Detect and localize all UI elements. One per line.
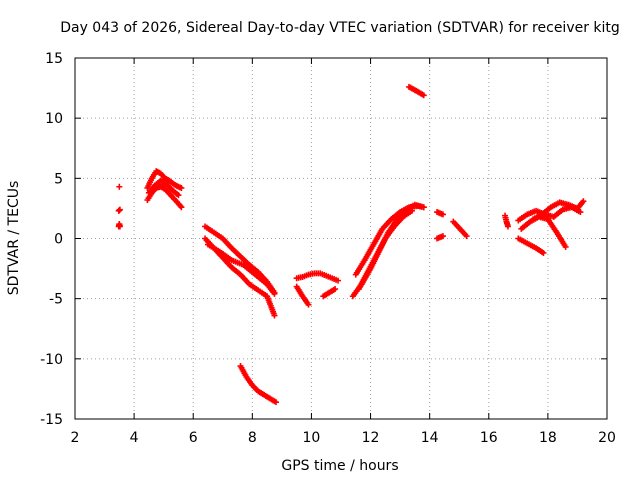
series-arc-4.6a [144,168,185,191]
data-point [178,184,185,191]
series-arc-12c [355,207,415,293]
data-point [178,204,185,211]
series-arc-3.5a [115,221,123,230]
y-tick-labels: 15 10 5 0 -5 -10 -15 [40,51,63,428]
x-tick-label: 18 [539,430,557,446]
data-point [463,233,470,240]
series-arc-15 [450,218,470,240]
series-arc-14.3a [434,209,446,218]
data-point [305,301,312,308]
data-point [332,286,339,293]
data-point [335,277,342,284]
x-tick-label: 12 [362,430,380,446]
series-arc-14.3b [434,233,446,242]
y-tick-label: 5 [54,171,63,187]
data-point [439,233,446,240]
data-point [271,312,278,319]
data-point [562,243,569,250]
y-axis-label: SDTVAR / TECUs [6,181,22,296]
chart-title: Day 043 of 2026, Sidereal Day-to-day VTE… [60,20,620,36]
data-point [540,249,547,256]
y-tick-label: 15 [45,51,63,67]
series-arc-10b [293,283,312,308]
series-arc-12b [352,203,427,278]
data-point [116,223,123,230]
series-arc-6.5c [205,241,278,297]
data-point [577,209,584,216]
x-tick-label: 16 [480,430,498,446]
x-tick-label: 14 [421,430,439,446]
y-tick-label: -5 [49,292,63,308]
y-tick-label: 10 [45,111,63,127]
data-point [439,211,446,218]
series-arc-17.5d [530,198,587,223]
series-arc-3.5c [116,183,123,190]
series-arc-10c [320,286,339,300]
data-point [272,399,279,406]
series-arc-13.4 [405,83,427,99]
x-tick-label: 20 [598,430,616,446]
y-tick-label: -15 [40,412,63,428]
series-arc-7.6 [237,363,279,406]
x-tick-labels: 2 4 6 8 10 12 14 16 18 20 [71,430,616,446]
data-point [175,192,182,199]
data-point [420,204,427,211]
x-tick-label: 2 [71,430,80,446]
series-arc-17.5c [515,235,547,256]
data-point [504,223,511,230]
series-arc-3.5b [115,206,123,214]
x-tick-label: 8 [248,430,257,446]
y-tick-label: 0 [54,232,63,248]
series-arc-16.6 [502,212,511,230]
data-point [408,207,415,214]
series-arc-4.6c [145,177,182,199]
series-arc-10a [293,270,342,284]
data-point [116,206,123,213]
data-point [116,183,123,190]
data-points [115,83,587,406]
data-point [420,92,427,99]
data-point [580,198,587,205]
x-tick-label: 4 [130,430,139,446]
x-axis-label: GPS time / hours [281,458,398,474]
x-tick-label: 6 [189,430,198,446]
data-point [271,290,278,297]
x-tick-label: 10 [303,430,321,446]
plot-frame [74,57,608,420]
y-tick-label: -10 [40,352,63,368]
